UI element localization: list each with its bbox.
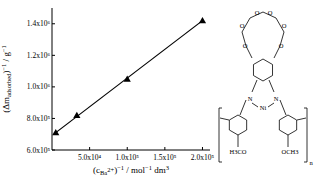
label-part: −1 — [117, 164, 124, 171]
atom-label: O — [243, 42, 248, 49]
bond — [238, 135, 239, 147]
y-tick — [52, 150, 55, 151]
bond — [269, 80, 274, 92]
bond — [240, 100, 246, 115]
label-part: adsorbed — [5, 73, 12, 97]
y-tick — [52, 55, 55, 56]
atom-label: O — [255, 9, 260, 16]
atom-label: O — [240, 22, 245, 29]
x-tick-label: 5.0x10⁴ — [78, 153, 102, 162]
atom-label: Ni — [260, 104, 267, 111]
y-tick-label: 6.0x10⁵ — [27, 146, 51, 155]
label-part: / g — [1, 52, 11, 64]
label-part: −1 — [0, 64, 7, 71]
bond — [252, 103, 258, 107]
label-part: (Δm — [1, 97, 11, 113]
atom-label: OCH3 — [282, 148, 299, 155]
label-part: −1 — [145, 164, 152, 171]
x-tick-label: 1.5x10⁵ — [153, 153, 177, 162]
fit-line — [56, 21, 203, 133]
label-part: Ba — [100, 169, 107, 176]
x-tick — [127, 147, 128, 150]
x-axis — [52, 150, 210, 151]
y-tick — [52, 86, 55, 87]
label-part: / mol — [124, 165, 146, 175]
y-tick — [52, 118, 55, 119]
x-axis-label: (cBa2+)−1 / mol−1 dm3 — [93, 164, 169, 176]
x-tick — [89, 147, 90, 150]
y-tick-label: 1.2x10⁶ — [27, 51, 51, 60]
bond — [220, 118, 229, 120]
bond — [229, 115, 246, 135]
x-tick-label: 2.0x10⁵ — [191, 153, 215, 162]
x-tick-label: 1.0x10⁵ — [116, 153, 140, 162]
label-part: −1 — [0, 45, 7, 52]
y-tick-label: 1.0x10⁶ — [27, 82, 51, 91]
bond — [252, 80, 257, 92]
x-tick — [202, 147, 203, 150]
label-part: (c — [93, 165, 100, 175]
bond — [279, 115, 296, 135]
y-tick-label: 8.0x10⁵ — [27, 114, 51, 123]
atom-label: H3CO — [230, 148, 247, 155]
label-part: 3 — [166, 164, 169, 171]
bond — [288, 135, 289, 147]
bond — [253, 59, 272, 81]
atom-label: N — [274, 95, 279, 102]
y-axis — [52, 8, 53, 150]
bond — [304, 108, 307, 162]
bond — [219, 108, 222, 162]
bond — [297, 118, 306, 120]
structure — [219, 12, 307, 162]
atom-label: N — [248, 95, 253, 102]
atom-label: O — [282, 22, 287, 29]
bond — [280, 100, 286, 115]
bond — [242, 12, 284, 58]
plot-area — [52, 17, 206, 135]
atom-label: O — [279, 42, 284, 49]
y-tick — [52, 23, 55, 24]
y-axis-label: (Δmadsorbed)−1 / g−1 — [0, 45, 12, 113]
figure: 5.0x10⁴ 1.0x10⁵ 1.5x10⁵ 2.0x10⁵ 6.0x10⁵ 8.0x1… — [0, 0, 315, 182]
x-tick — [164, 147, 165, 150]
label-part: dm — [152, 165, 166, 175]
atom-label: n — [309, 159, 313, 166]
y-tick-label: 1.4x10⁶ — [27, 19, 51, 28]
bond — [268, 103, 274, 107]
atom-label: O — [268, 9, 273, 16]
